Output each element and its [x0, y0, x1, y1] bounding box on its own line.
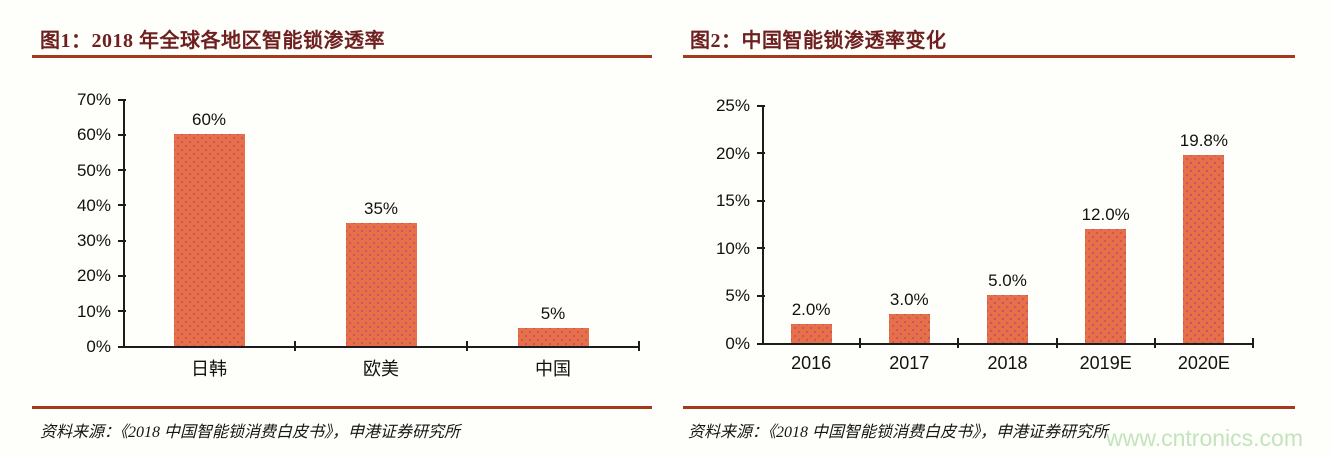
bar-2018	[987, 295, 1028, 343]
bar-2016	[790, 323, 832, 343]
y-tick-label: 50%	[76, 160, 111, 180]
bar-2019E	[1085, 228, 1127, 343]
y-tick-label: 20%	[76, 266, 111, 286]
figure1-source: 资料来源：《2018 中国智能锁消费白皮书》，申港证券研究所	[40, 424, 461, 441]
bar-value-label: 35%	[363, 198, 399, 218]
x-category-label: 2018	[987, 353, 1028, 373]
y-tick	[757, 199, 765, 202]
bar-value-label: 3.0%	[889, 290, 929, 310]
x-tick	[638, 341, 640, 351]
y-tick-label: 10%	[76, 301, 111, 321]
x-axis	[762, 343, 1254, 345]
x-tick	[1252, 338, 1254, 348]
x-category-label: 中国	[535, 359, 571, 379]
y-tick-label: 60%	[76, 125, 111, 145]
y-tick	[118, 274, 126, 277]
y-tick-label: 5%	[725, 286, 750, 306]
y-tick	[118, 345, 126, 348]
y-tick	[118, 310, 126, 313]
y-tick	[118, 133, 126, 136]
y-tick	[757, 247, 765, 250]
y-tick-label: 0%	[86, 337, 111, 356]
y-tick	[757, 104, 765, 107]
y-tick	[757, 342, 765, 345]
bar-value-label: 5.0%	[988, 271, 1027, 291]
y-tick-label: 20%	[715, 143, 750, 163]
y-tick-label: 15%	[715, 191, 750, 211]
y-tick-label: 10%	[715, 238, 750, 258]
figure2-source-rule	[683, 406, 1295, 409]
y-tick-label: 30%	[76, 231, 111, 251]
figure2-title: 图2：中国智能锁渗透率变化	[690, 30, 947, 52]
x-tick	[957, 338, 960, 348]
y-tick-label: 40%	[76, 195, 111, 215]
y-tick-label: 25%	[715, 96, 750, 115]
y-tick	[757, 152, 765, 155]
figure1-source-rule	[32, 406, 652, 409]
y-axis	[762, 105, 764, 345]
figure2-title-rule	[683, 55, 1295, 58]
y-axis	[123, 99, 125, 348]
x-category-label: 欧美	[363, 359, 399, 379]
bar-value-label: 2.0%	[791, 299, 831, 319]
x-axis	[123, 346, 640, 348]
bar-value-label: 5%	[540, 304, 566, 324]
x-category-label: 2016	[791, 353, 832, 373]
y-tick	[757, 294, 765, 297]
watermark: www.cntronics.com	[1106, 425, 1303, 451]
figure1-title-rule	[32, 55, 652, 58]
y-tick	[118, 239, 126, 242]
y-tick	[118, 204, 126, 207]
x-tick	[294, 341, 296, 351]
y-tick-label: 70%	[76, 90, 111, 109]
x-category-label: 2017	[889, 353, 930, 373]
bar-2017	[888, 314, 930, 343]
bar-日韩	[173, 134, 245, 346]
x-category-label: 2020E	[1177, 353, 1230, 373]
bar-欧美	[345, 222, 417, 346]
x-category-label: 日韩	[191, 359, 227, 379]
x-tick	[466, 341, 468, 351]
bar-value-label: 19.8%	[1179, 130, 1228, 150]
bar-2020E	[1183, 154, 1225, 343]
bar-value-label: 12.0%	[1081, 204, 1130, 224]
x-tick	[1153, 338, 1156, 348]
y-tick-label: 0%	[725, 334, 750, 353]
y-tick	[118, 98, 126, 101]
x-category-label: 2019E	[1079, 353, 1132, 373]
bar-value-label: 60%	[191, 110, 227, 130]
figure2-source: 资料来源：《2018 中国智能锁消费白皮书》，申港证券研究所	[688, 424, 1109, 441]
figure1-title: 图1：2018 年全球各地区智能锁渗透率	[40, 30, 385, 52]
x-tick	[1055, 338, 1058, 348]
y-tick	[118, 169, 126, 172]
bar-中国	[517, 328, 589, 346]
x-tick	[859, 338, 862, 348]
